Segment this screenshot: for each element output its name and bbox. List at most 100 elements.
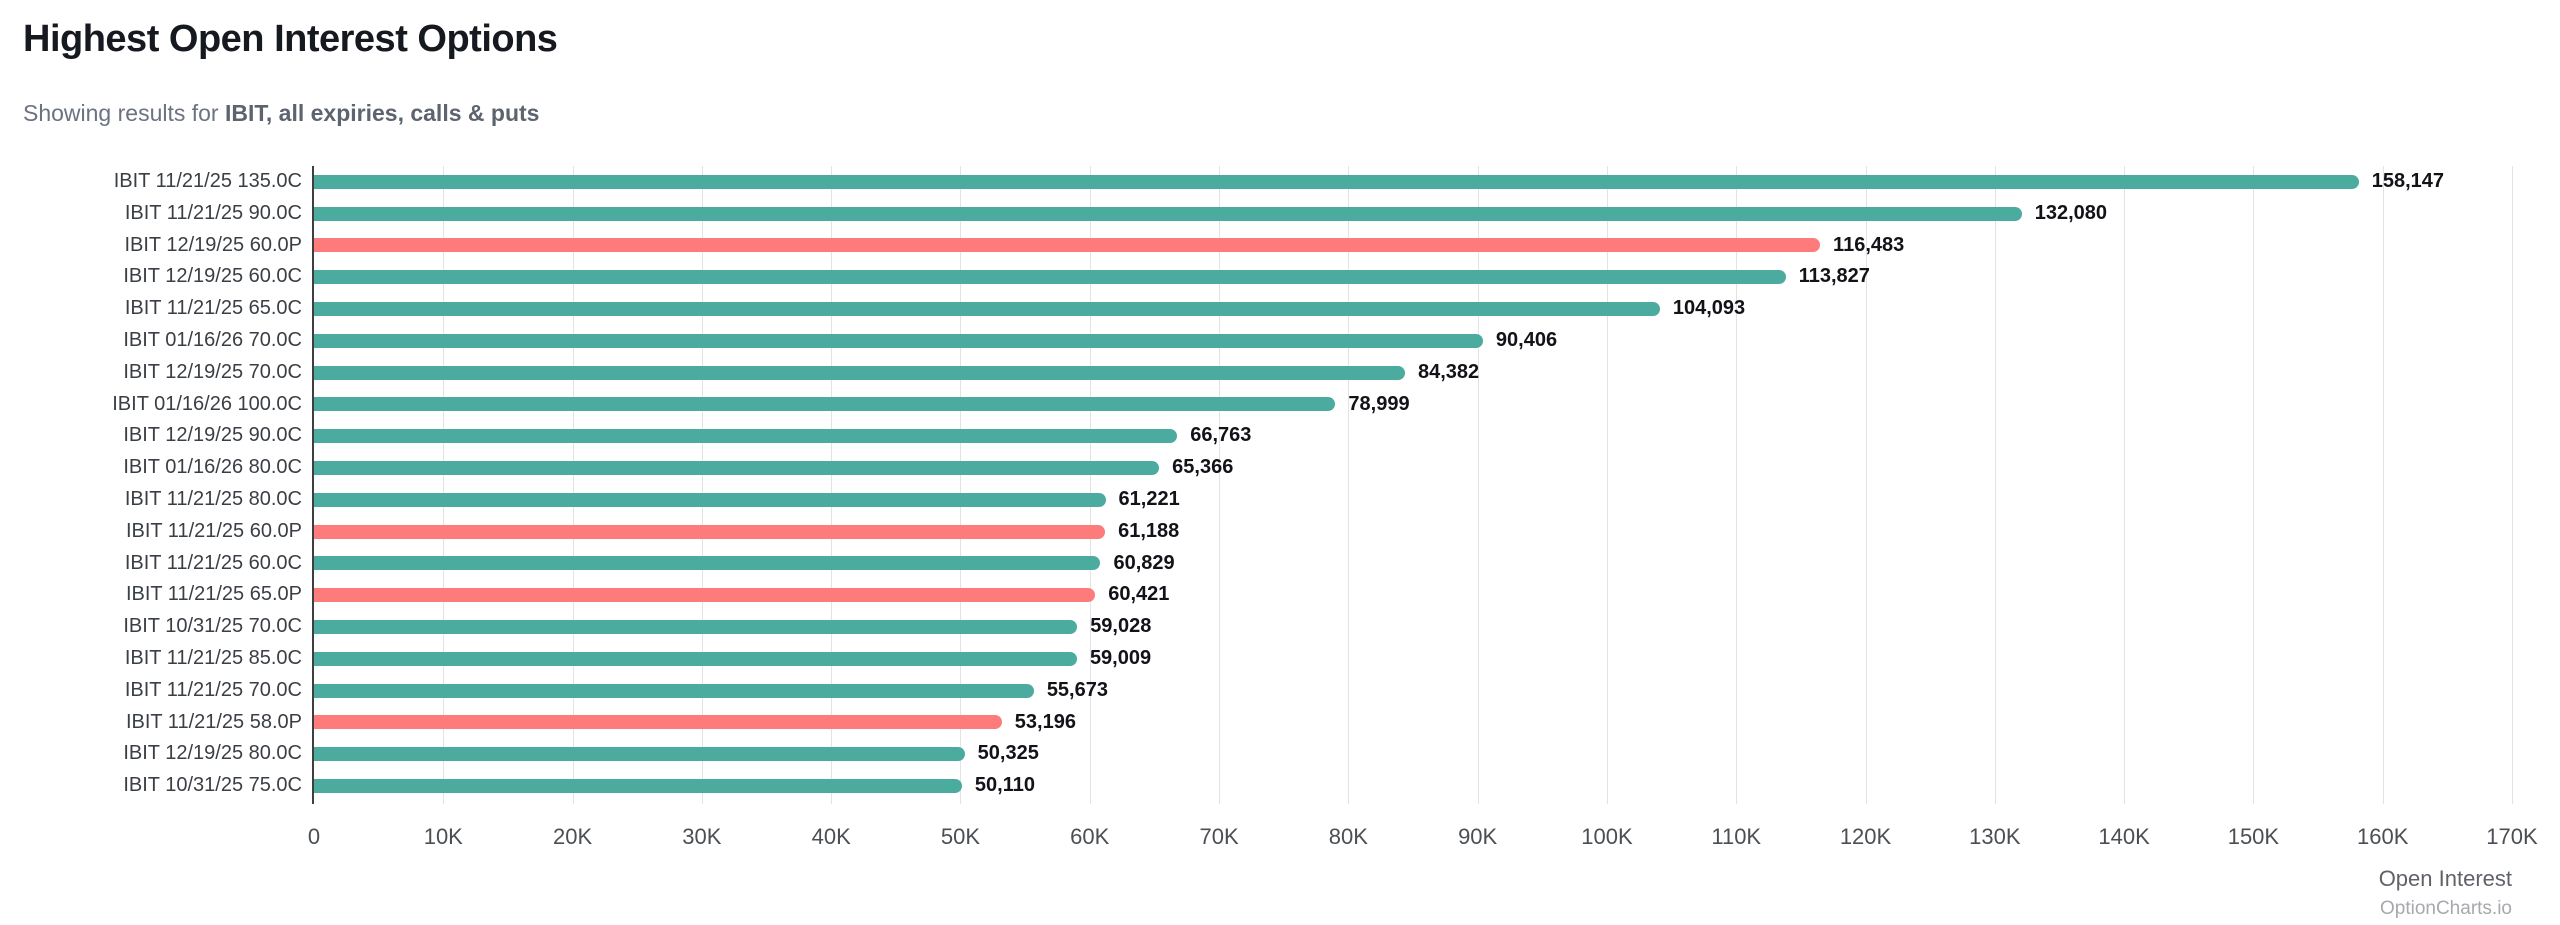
page-title: Highest Open Interest Options [23, 18, 558, 60]
gridline [2124, 166, 2126, 804]
call-bar[interactable] [314, 779, 962, 794]
bar-value: 53,196 [1014, 710, 1076, 733]
bar-row: 104,093 [314, 293, 2512, 325]
bar-value: 61,221 [1118, 488, 1180, 510]
y-axis-label: IBIT 01/16/26 70.0C [123, 328, 302, 351]
y-axis-label: IBIT 01/16/26 80.0C [123, 456, 302, 479]
bar-value: 66,763 [1190, 424, 1252, 447]
y-axis-label: IBIT 12/19/25 80.0C [123, 742, 302, 765]
bar-row: 60,829 [314, 548, 2512, 580]
gridline [831, 166, 833, 804]
x-axis-tick: 160K [2357, 824, 2409, 849]
bar-row: 90,406 [314, 325, 2512, 357]
y-axis-label: IBIT 11/21/25 65.0C [124, 297, 302, 320]
x-axis-tick: 20K [553, 824, 593, 849]
bar-value: 65,366 [1172, 456, 1234, 479]
call-bar[interactable] [314, 270, 1786, 285]
y-axis-label: IBIT 12/19/25 70.0C [123, 360, 302, 383]
bar-row: 132,080 [314, 198, 2512, 230]
call-bar[interactable] [314, 651, 1077, 666]
y-axis-line [312, 166, 314, 804]
y-axis-label: IBIT 10/31/25 75.0C [123, 774, 302, 797]
gridline [2512, 166, 2513, 804]
bar-value: 59,028 [1090, 615, 1152, 638]
call-bar[interactable] [314, 365, 1405, 380]
bar-row: 61,221 [314, 484, 2512, 516]
call-bar[interactable] [314, 492, 1106, 507]
bar-row: 116,483 [314, 230, 2512, 262]
bar-row: 61,188 [314, 516, 2512, 548]
call-bar[interactable] [314, 302, 1660, 317]
bar-value: 113,827 [1798, 265, 1870, 288]
y-axis-label: IBIT 11/21/25 58.0P [125, 710, 302, 733]
bar-value: 78,999 [1348, 392, 1410, 415]
call-bar[interactable] [314, 461, 1160, 476]
call-bar[interactable] [314, 429, 1178, 444]
gridline [1865, 166, 1867, 804]
bar-row: 59,009 [314, 643, 2512, 675]
gridline [1736, 166, 1738, 804]
bar-value: 50,325 [977, 742, 1039, 765]
gridline [1089, 166, 1091, 804]
x-axis-tick: 50K [940, 824, 981, 849]
x-axis-tick: 90K [1458, 824, 1498, 849]
put-bar[interactable] [314, 238, 1821, 253]
call-bar[interactable] [314, 556, 1101, 571]
bar-row: 55,673 [314, 675, 2512, 707]
bar-value: 158,147 [2371, 170, 2445, 192]
put-bar[interactable] [314, 715, 1002, 730]
subtitle-filter: IBIT, all expiries, calls & puts [224, 100, 540, 126]
gridline [960, 166, 962, 804]
bar-value: 116,483 [1833, 233, 1905, 256]
x-axis-title: Open Interest [2378, 866, 2512, 891]
gridline [1994, 166, 1996, 804]
bar-value: 60,421 [1108, 583, 1170, 606]
gridline [572, 166, 574, 804]
bar-row: 78,999 [314, 389, 2512, 421]
bar-value: 90,406 [1495, 329, 1558, 351]
x-axis-tick: 100K [1581, 824, 1633, 849]
gridline [1477, 166, 1479, 804]
x-axis-tick: 130K [1969, 824, 2021, 849]
call-bar[interactable] [314, 397, 1336, 412]
call-bar[interactable] [314, 620, 1078, 635]
call-bar[interactable] [314, 683, 1034, 698]
bar-value: 59,009 [1089, 647, 1152, 669]
bar-value: 50,110 [974, 774, 1035, 797]
y-axis-label: IBIT 12/19/25 60.0P [124, 233, 302, 256]
y-axis-label: IBIT 12/19/25 60.0C [123, 265, 302, 288]
gridline [1348, 166, 1350, 804]
y-axis-label: IBIT 12/19/25 90.0C [123, 424, 302, 447]
bar-row: 53,196 [314, 707, 2512, 739]
x-axis-tick: 40K [811, 824, 851, 849]
call-bar[interactable] [314, 174, 2359, 189]
x-axis-tick: 110K [1711, 824, 1762, 849]
put-bar[interactable] [314, 588, 1096, 603]
call-bar[interactable] [314, 333, 1483, 348]
subtitle-prefix: Showing results for [23, 100, 225, 126]
y-axis-label: IBIT 11/21/25 85.0C [124, 646, 302, 669]
bar-row: 59,028 [314, 611, 2512, 643]
watermark: OptionCharts.io [2379, 898, 2512, 919]
put-bar[interactable] [314, 524, 1106, 539]
y-axis-label: IBIT 11/21/25 65.0P [125, 583, 302, 606]
plot-area: 158,147 132,080 116,483 113,827 104,093 90,40… [312, 166, 2513, 804]
y-axis-label: IBIT 11/21/25 135.0C [113, 170, 302, 192]
bar-row: 66,763 [314, 420, 2512, 452]
call-bar[interactable] [314, 747, 965, 762]
x-axis-tick: 80K [1328, 824, 1368, 849]
x-axis-tick: 150K [2227, 824, 2280, 849]
y-axis-label: IBIT 11/21/25 60.0P [125, 519, 302, 542]
bar-value: 61,188 [1118, 519, 1180, 542]
gridline [443, 166, 445, 804]
gridline [2382, 166, 2384, 804]
y-axis-label: IBIT 11/21/25 60.0C [124, 551, 302, 574]
x-axis-tick: 170K [2486, 824, 2538, 849]
x-axis-tick: 140K [2098, 824, 2150, 849]
call-bar[interactable] [314, 206, 2022, 221]
gridline [2253, 166, 2255, 804]
x-axis-tick: 120K [1839, 824, 1892, 849]
bar-value: 104,093 [1672, 297, 1746, 320]
gridline [701, 166, 703, 804]
